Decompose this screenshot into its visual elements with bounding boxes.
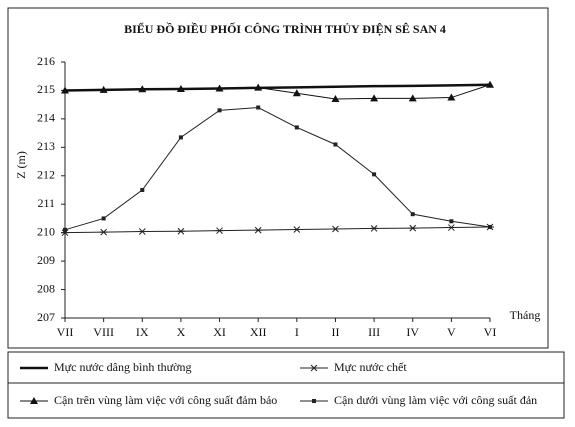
y-tick-label: 207 <box>37 310 55 324</box>
x-tick-label: VIII <box>93 325 114 339</box>
y-tick-label: 208 <box>37 281 55 295</box>
y-tick-label: 211 <box>37 196 55 210</box>
legend-label: Mực nước dâng bình thường <box>54 360 192 374</box>
marker <box>294 125 299 130</box>
x-tick-label: V <box>447 325 456 339</box>
marker <box>447 224 456 231</box>
marker <box>447 93 456 101</box>
series-line <box>64 84 491 100</box>
marker <box>138 228 147 235</box>
x-tick-label: XII <box>250 325 267 339</box>
marker <box>215 84 224 92</box>
marker <box>370 225 379 232</box>
y-axis-label: Z (m) <box>14 151 28 179</box>
marker <box>99 85 108 93</box>
legend-label: Mực nước chết <box>334 360 407 374</box>
x-tick-label: XI <box>213 325 226 339</box>
marker <box>215 227 224 235</box>
marker <box>410 212 415 217</box>
x-tick-label: IX <box>136 325 149 339</box>
legend-label: Cận trên vùng làm việc với công suất đảm… <box>54 393 277 407</box>
y-tick-label: 216 <box>37 54 55 68</box>
legend-label: Cận dưới vùng làm việc với công suất đản <box>334 393 537 407</box>
y-tick-label: 210 <box>37 224 55 238</box>
x-tick-label: III <box>368 325 380 339</box>
marker <box>312 399 316 403</box>
marker <box>254 226 263 234</box>
marker <box>372 172 377 177</box>
x-tick-label: VII <box>57 325 74 339</box>
marker <box>101 216 106 221</box>
x-axis-label: Tháng <box>510 308 541 322</box>
marker <box>30 397 38 404</box>
marker <box>333 142 338 147</box>
series-line <box>64 107 491 231</box>
y-tick-label: 212 <box>37 168 55 182</box>
y-tick-label: 209 <box>37 253 55 267</box>
marker <box>486 80 494 88</box>
marker <box>408 224 417 232</box>
y-tick-label: 215 <box>37 82 55 96</box>
marker <box>63 227 67 232</box>
marker <box>310 364 318 372</box>
marker <box>178 135 183 140</box>
marker <box>488 224 492 229</box>
x-tick-label: II <box>331 325 339 339</box>
marker <box>217 108 222 113</box>
x-tick-label: X <box>177 325 186 339</box>
y-tick-label: 213 <box>37 139 55 153</box>
marker <box>256 105 261 110</box>
chart-title: BIỂU ĐỒ ĐIỀU PHỐI CÔNG TRÌNH THỦY ĐIỆN S… <box>124 21 446 36</box>
marker <box>292 89 301 97</box>
marker <box>331 94 340 102</box>
x-tick-label: IV <box>406 325 419 339</box>
chart-frame <box>7 7 549 349</box>
x-tick-label: VI <box>484 325 497 339</box>
marker <box>176 85 185 93</box>
marker <box>254 83 263 91</box>
x-tick-label: I <box>295 325 299 339</box>
marker <box>449 219 454 224</box>
legend-frame <box>7 351 565 419</box>
marker <box>408 94 417 102</box>
marker <box>292 226 301 233</box>
marker <box>138 85 147 93</box>
marker <box>176 227 185 235</box>
marker <box>140 188 145 192</box>
marker <box>99 228 108 236</box>
series-line <box>64 226 491 234</box>
marker <box>61 86 69 94</box>
y-tick-label: 214 <box>37 111 55 125</box>
marker <box>370 94 379 102</box>
marker <box>331 225 340 233</box>
